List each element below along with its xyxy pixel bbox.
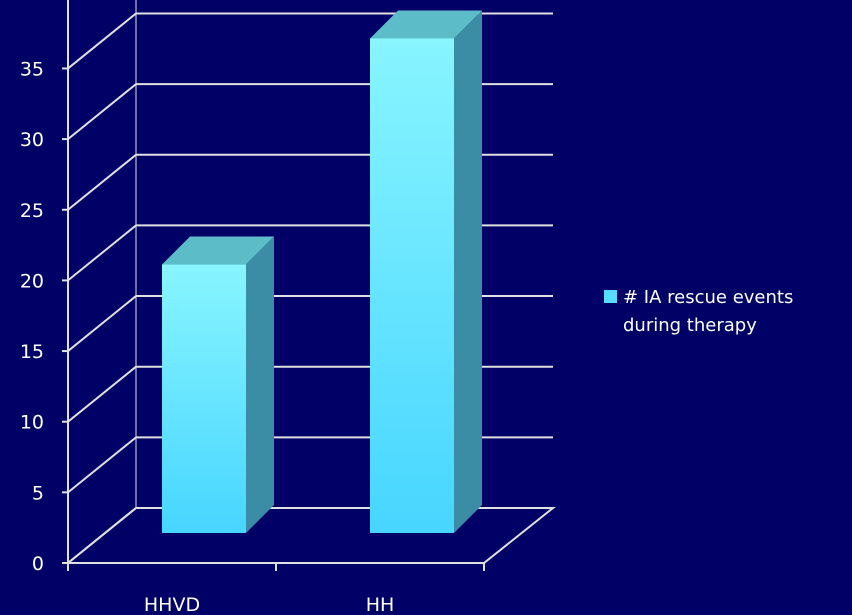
bar-side-HHVD bbox=[246, 236, 274, 533]
gridline-side-5 bbox=[67, 436, 137, 494]
y-tick-label-20: 20 bbox=[20, 270, 44, 292]
x-tick-label-HH: HH bbox=[366, 594, 395, 615]
y-tick-label-15: 15 bbox=[20, 341, 44, 363]
x-tick-label-HHVD: HHVD bbox=[144, 594, 200, 615]
bar-HH bbox=[370, 10, 482, 533]
y-tick-label-35: 35 bbox=[20, 58, 44, 80]
y-tick-label-30: 30 bbox=[20, 129, 44, 151]
bar-top-HH bbox=[370, 10, 482, 39]
x-axis-labels: HHVD HH bbox=[144, 594, 394, 615]
bar-front-HH bbox=[370, 38, 454, 533]
legend: # IA rescue events during therapy bbox=[604, 287, 793, 336]
gridline-side-30 bbox=[67, 83, 137, 140]
y-tick-label-5: 5 bbox=[32, 482, 44, 504]
gridline-side-15 bbox=[67, 295, 137, 352]
y-tick-label-0: 0 bbox=[32, 553, 44, 575]
y-axis-ticks: 0 5 10 15 20 25 30 35 bbox=[20, 58, 68, 575]
gridline-side-10 bbox=[67, 365, 137, 423]
y-tick-label-25: 25 bbox=[20, 200, 44, 222]
y-tick-label-10: 10 bbox=[20, 412, 44, 434]
bar-HHVD bbox=[162, 236, 274, 533]
bar-top-HHVD bbox=[162, 236, 274, 265]
legend-swatch bbox=[604, 290, 617, 303]
legend-label-line-1: # IA rescue events bbox=[623, 287, 793, 308]
bar-front-HHVD bbox=[162, 264, 246, 533]
gridline-side-35 bbox=[67, 12, 137, 70]
bars bbox=[162, 10, 482, 533]
gridline-side-25 bbox=[67, 153, 137, 211]
bar-side-HH bbox=[454, 10, 482, 533]
legend-label-line-2: during therapy bbox=[623, 315, 757, 336]
gridline-side-20 bbox=[67, 224, 137, 282]
floor-edge bbox=[67, 507, 556, 564]
